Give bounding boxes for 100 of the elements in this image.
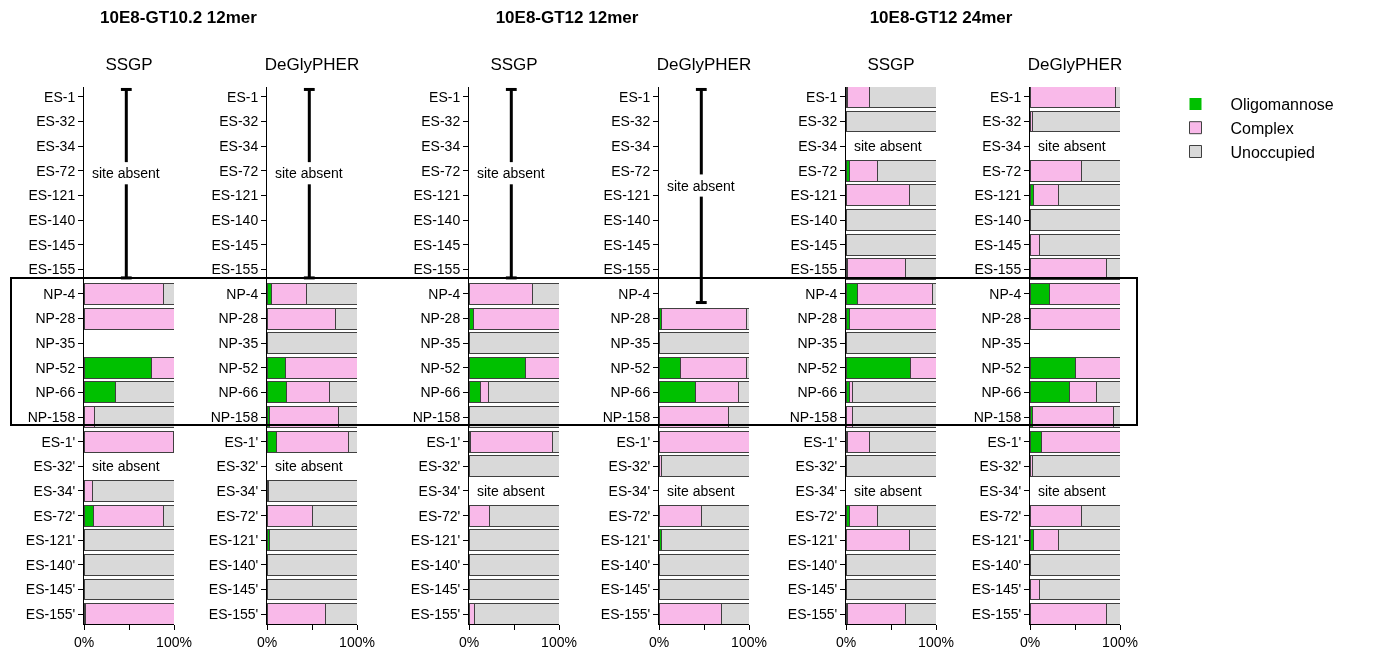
y-tick-label: ES-145' xyxy=(208,581,259,598)
y-tick-label: NP-52 xyxy=(610,359,651,376)
y-tick-label: ES-72' xyxy=(608,507,651,524)
y-tick-label: ES-34' xyxy=(979,482,1022,499)
y-tick-label: ES-32' xyxy=(608,458,651,475)
annotation: site absent xyxy=(92,165,160,181)
y-tick-label: NP-35 xyxy=(981,335,1022,352)
y-tick-label: ES-121' xyxy=(208,532,259,549)
y-tick-label: ES-121 xyxy=(790,187,838,204)
y-tick-label: ES-155 xyxy=(28,261,76,278)
y-tick-label: ES-34' xyxy=(795,482,838,499)
y-tick-label: ES-1 xyxy=(619,88,651,105)
y-tick-label: ES-145 xyxy=(211,236,259,253)
y-tick-label: ES-32' xyxy=(418,458,461,475)
annotation: site absent xyxy=(667,178,735,194)
y-tick-label: ES-145' xyxy=(25,581,76,598)
y-tick-label: NP-35 xyxy=(218,335,259,352)
y-tick-label: NP-28 xyxy=(218,310,259,327)
x-tick-label: 0% xyxy=(256,633,278,650)
y-tick-label: ES-140' xyxy=(971,556,1022,573)
y-tick-label: NP-35 xyxy=(35,335,76,352)
y-tick-label: ES-72 xyxy=(421,162,461,179)
y-tick-label: ES-140 xyxy=(211,211,259,228)
annotation: site absent xyxy=(854,138,922,154)
y-tick-label: NP-35 xyxy=(610,335,651,352)
y-tick-label: ES-34 xyxy=(36,138,76,155)
y-tick-label: ES-1' xyxy=(41,433,76,450)
y-tick-label: ES-140 xyxy=(974,211,1022,228)
y-tick-label: ES-145 xyxy=(413,236,461,253)
y-tick-label: ES-155 xyxy=(413,261,461,278)
annotation: site absent xyxy=(275,165,343,181)
y-tick-label: ES-155 xyxy=(974,261,1022,278)
y-tick-label: NP-28 xyxy=(981,310,1022,327)
y-tick-label: ES-34 xyxy=(421,138,461,155)
y-tick-label: ES-72' xyxy=(795,507,838,524)
y-tick-label: ES-34' xyxy=(418,482,461,499)
y-tick-label: NP-158 xyxy=(789,408,838,425)
x-tick-label: 0% xyxy=(835,633,857,650)
y-tick-label: NP-28 xyxy=(797,310,838,327)
y-tick-label: ES-140' xyxy=(600,556,651,573)
y-tick-label: ES-1' xyxy=(224,433,259,450)
y-tick-label: NP-4 xyxy=(43,285,76,302)
y-tick-label: ES-155' xyxy=(25,606,76,623)
y-tick-label: NP-158 xyxy=(973,408,1022,425)
y-tick-label: ES-155 xyxy=(790,261,838,278)
y-tick-label: ES-121 xyxy=(974,187,1022,204)
y-tick-label: ES-121' xyxy=(787,532,838,549)
y-tick-label: ES-72 xyxy=(798,162,838,179)
y-tick-label: ES-121' xyxy=(410,532,461,549)
chart-title: DeGlyPHER xyxy=(656,54,752,74)
x-tick-label: 100% xyxy=(541,633,577,650)
y-tick-label: ES-32' xyxy=(33,458,76,475)
y-tick-label: ES-145 xyxy=(603,236,651,253)
y-tick-label: NP-28 xyxy=(420,310,461,327)
y-tick-label: ES-145' xyxy=(971,581,1022,598)
y-tick-label: NP-4 xyxy=(226,285,259,302)
y-tick-label: ES-72' xyxy=(418,507,461,524)
annotation: site absent xyxy=(854,483,922,499)
y-tick-label: ES-145 xyxy=(28,236,76,253)
legend-label: Oligomannose xyxy=(1230,96,1334,114)
y-tick-label: NP-52 xyxy=(35,359,76,376)
y-tick-label: ES-155' xyxy=(971,606,1022,623)
y-tick-label: NP-66 xyxy=(35,384,76,401)
y-tick-label: ES-34' xyxy=(216,482,259,499)
y-tick-label: NP-66 xyxy=(797,384,838,401)
y-tick-label: ES-1' xyxy=(987,433,1022,450)
chart-title: DeGlyPHER xyxy=(1027,54,1123,74)
y-tick-label: ES-32' xyxy=(795,458,838,475)
y-tick-label: ES-140 xyxy=(790,211,838,228)
y-tick-label: ES-155' xyxy=(208,606,259,623)
y-tick-label: ES-1 xyxy=(44,88,76,105)
y-tick-label: ES-121 xyxy=(28,187,76,204)
y-tick-label: ES-72 xyxy=(611,162,651,179)
annotation: site absent xyxy=(1038,138,1106,154)
y-tick-label: NP-52 xyxy=(218,359,259,376)
y-tick-label: ES-72' xyxy=(216,507,259,524)
y-tick-label: ES-72' xyxy=(979,507,1022,524)
text: 10E8-GT12 24mer xyxy=(868,8,1014,28)
y-tick-label: NP-158 xyxy=(602,408,651,425)
x-tick-label: 0% xyxy=(1019,633,1041,650)
y-tick-label: NP-158 xyxy=(210,408,259,425)
x-tick-label: 100% xyxy=(731,633,767,650)
y-tick-label: NP-52 xyxy=(797,359,838,376)
y-tick-label: ES-145' xyxy=(410,581,461,598)
y-tick-label: ES-121' xyxy=(600,532,651,549)
x-tick-label: 100% xyxy=(1102,633,1138,650)
y-tick-label: NP-4 xyxy=(428,285,461,302)
y-tick-label: ES-32 xyxy=(219,113,259,130)
y-tick-label: ES-32' xyxy=(216,458,259,475)
y-tick-label: ES-34' xyxy=(608,482,651,499)
y-tick-label: ES-72' xyxy=(33,507,76,524)
y-tick-label: ES-1 xyxy=(429,88,461,105)
y-tick-label: ES-140 xyxy=(603,211,651,228)
x-tick-label: 100% xyxy=(339,633,375,650)
y-tick-label: ES-72 xyxy=(36,162,76,179)
y-tick-label: ES-34' xyxy=(33,482,76,499)
y-tick-label: ES-155' xyxy=(600,606,651,623)
y-tick-label: ES-34 xyxy=(982,138,1022,155)
y-tick-label: NP-4 xyxy=(805,285,838,302)
y-tick-label: NP-52 xyxy=(420,359,461,376)
